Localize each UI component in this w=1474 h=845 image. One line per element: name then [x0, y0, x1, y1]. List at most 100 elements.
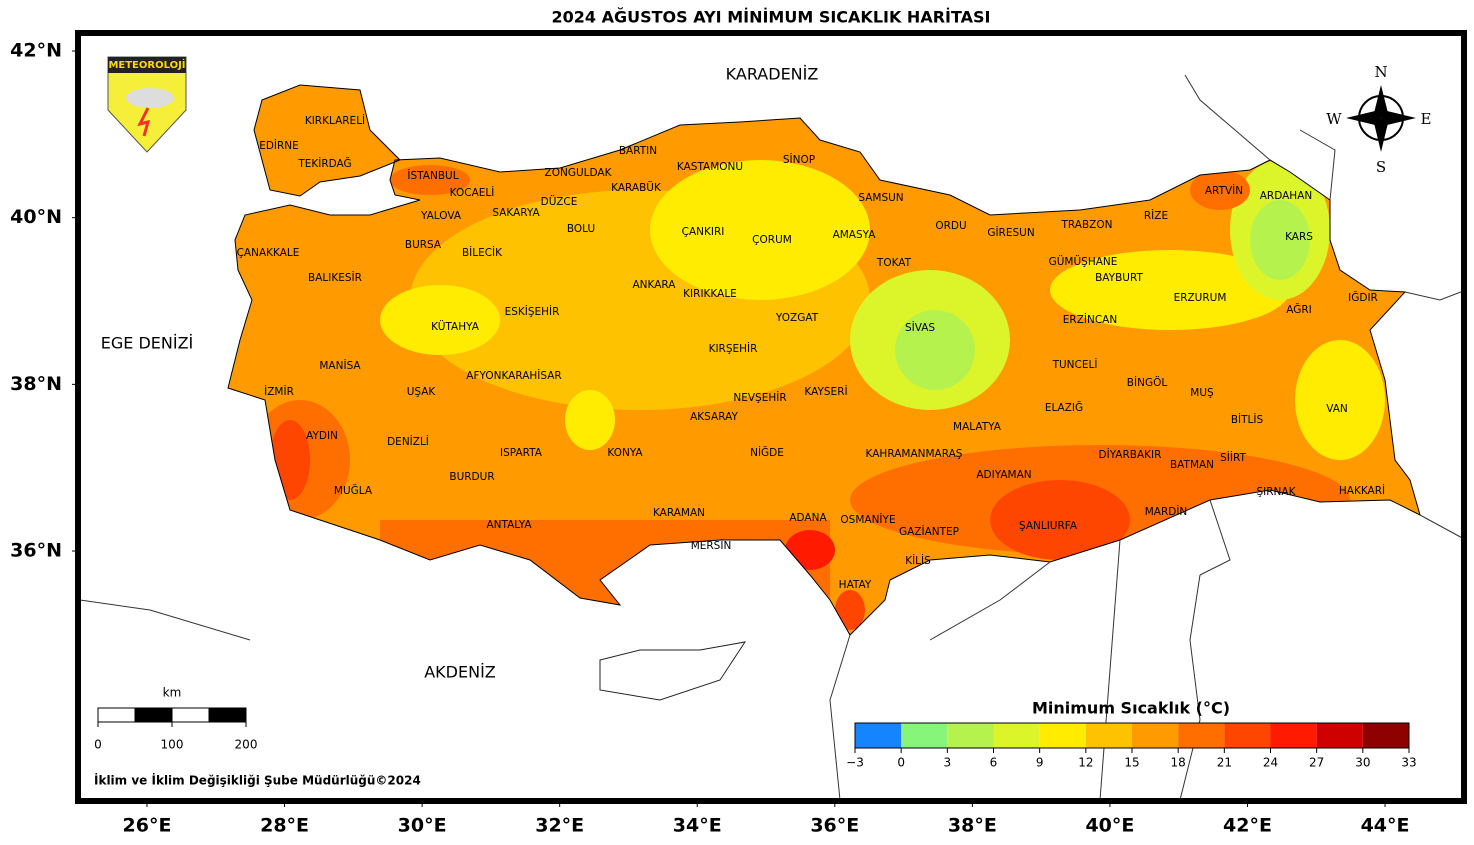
province-label: ELAZIĞ	[1045, 401, 1083, 414]
colorbar-swatch	[855, 723, 902, 748]
province-label: DİYARBAKIR	[1099, 448, 1162, 461]
lon-label: 40°E	[1085, 815, 1134, 837]
province-label: İSTANBUL	[407, 169, 458, 182]
province-label: MALATYA	[953, 421, 1002, 433]
province-label: SİVAS	[905, 321, 935, 334]
lon-label: 32°E	[535, 815, 584, 837]
compass-rose	[1346, 85, 1416, 152]
map-title: 2024 AĞUSTOS AYI MİNİMUM SICAKLIK HARİTA…	[551, 8, 990, 27]
province-label: TUNCELİ	[1052, 358, 1098, 371]
temperature-zone	[990, 480, 1130, 560]
province-label: BALIKESİR	[308, 271, 362, 284]
province-label: MANİSA	[319, 359, 361, 372]
province-label: ZONGULDAK	[545, 167, 613, 179]
province-label: GİRESUN	[987, 226, 1034, 239]
logo-text: METEOROLOJİ	[108, 57, 185, 71]
temperature-zone	[380, 285, 500, 355]
colorbar-swatch	[1085, 723, 1132, 748]
province-label: ADANA	[789, 512, 827, 524]
temperature-zone	[390, 165, 470, 195]
sea-label: KARADENİZ	[726, 65, 819, 84]
province-label: ŞANLIURFA	[1019, 520, 1078, 532]
province-label: ORDU	[935, 220, 966, 232]
province-label: KÜTAHYA	[431, 320, 480, 333]
temperature-zone	[1250, 200, 1310, 280]
province-label: NEVŞEHİR	[733, 391, 786, 404]
province-label: SAMSUN	[858, 192, 903, 204]
province-label: ARDAHAN	[1260, 190, 1313, 202]
compass-letter: N	[1374, 63, 1387, 81]
province-label: AMASYA	[833, 229, 877, 241]
colorbar-swatch	[947, 723, 994, 748]
scale-tick-label: 0	[94, 738, 102, 752]
compass-letter: S	[1376, 158, 1386, 176]
province-label: BARTIN	[619, 145, 657, 157]
province-label: KIRIKKALE	[683, 288, 737, 300]
province-label: UŞAK	[407, 386, 437, 398]
lon-label: 34°E	[673, 815, 722, 837]
province-label: KONYA	[607, 447, 643, 459]
province-label: AKSARAY	[690, 411, 738, 423]
province-label: VAN	[1326, 403, 1348, 415]
lon-label: 36°E	[810, 815, 859, 837]
colorbar-tick-label: 9	[1036, 756, 1044, 770]
colorbar-title: Minimum Sıcaklık (°C)	[1032, 699, 1230, 718]
cyprus	[599, 641, 747, 701]
lon-label: 28°E	[260, 815, 309, 837]
temperature-zone	[565, 390, 615, 450]
colorbar-tick-label: −3	[846, 756, 864, 770]
colorbar-tick-label: 15	[1124, 756, 1139, 770]
scale-tick-label: 100	[161, 738, 184, 752]
scale-tick-label: 200	[235, 738, 258, 752]
province-label: EDİRNE	[259, 139, 299, 152]
province-label: BURDUR	[449, 471, 494, 483]
province-label: ERZURUM	[1174, 292, 1227, 304]
province-label: RİZE	[1144, 209, 1168, 222]
province-label: NİĞDE	[750, 446, 784, 459]
province-label: DÜZCE	[541, 195, 578, 208]
lon-label: 30°E	[398, 815, 447, 837]
colorbar-tick-label: 21	[1217, 756, 1232, 770]
province-label: KARS	[1285, 231, 1313, 243]
province-label: BİNGÖL	[1127, 376, 1168, 389]
province-label: ANKARA	[633, 279, 677, 291]
province-label: YALOVA	[420, 210, 462, 222]
colorbar-swatch	[1316, 723, 1363, 748]
province-label: GAZİANTEP	[899, 525, 959, 538]
province-label: BOLU	[567, 223, 595, 235]
lat-label: 38°N	[10, 373, 62, 395]
temperature-zone	[1295, 340, 1385, 460]
credit: İklim ve İklim Değişikliği Şube Müdürlüğ…	[94, 773, 421, 788]
lon-label: 38°E	[948, 815, 997, 837]
province-label: BURSA	[405, 239, 442, 251]
colorbar-tick-label: 18	[1171, 756, 1186, 770]
province-label: MUĞLA	[334, 484, 373, 497]
colorbar-tick-label: 33	[1401, 756, 1416, 770]
province-label: YOZGAT	[775, 312, 819, 324]
province-label: OSMANİYE	[840, 513, 895, 526]
colorbar-swatch	[1362, 723, 1409, 748]
temperature-zone	[650, 160, 870, 300]
lat-label: 42°N	[10, 40, 62, 62]
province-label: MARDİN	[1145, 505, 1188, 518]
colorbar-swatch	[993, 723, 1040, 748]
colorbar-swatch	[1132, 723, 1179, 748]
province-label: ESKİŞEHİR	[505, 305, 560, 318]
temperature-zone	[1190, 170, 1250, 210]
province-label: KOCAELİ	[450, 186, 495, 199]
sea-label: EGE DENİZİ	[101, 334, 194, 353]
province-label: HATAY	[839, 579, 872, 591]
sea-label: AKDENİZ	[424, 663, 496, 682]
lon-label: 44°E	[1361, 815, 1410, 837]
province-label: ŞIRNAK	[1257, 486, 1297, 498]
province-label: ÇORUM	[752, 234, 792, 246]
border-lines	[79, 74, 1467, 801]
province-label: KİLİS	[905, 554, 931, 567]
province-label: KARABÜK	[611, 181, 662, 194]
colorbar-tick-label: 0	[897, 756, 905, 770]
province-label: ANTALYA	[486, 519, 532, 531]
colorbar-swatch	[1178, 723, 1225, 748]
province-label: AĞRI	[1286, 303, 1312, 316]
lat-label: 36°N	[10, 540, 62, 562]
colorbar-swatch	[901, 723, 948, 748]
